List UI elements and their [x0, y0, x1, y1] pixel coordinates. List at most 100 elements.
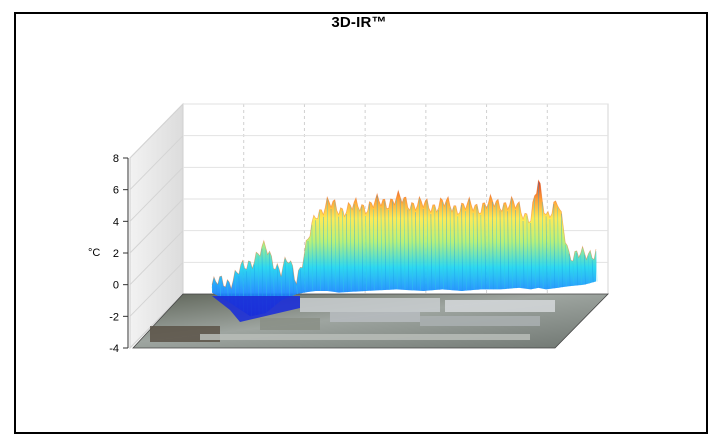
- surface-strand: [426, 200, 429, 291]
- surface-strand: [369, 203, 371, 291]
- surface-strand: [384, 201, 387, 291]
- surface-strand: [561, 213, 563, 288]
- surface-strand: [315, 220, 318, 292]
- surface-strand: [480, 215, 483, 290]
- z-tick-label: 4: [113, 216, 119, 228]
- surface-strand: [415, 212, 417, 291]
- grid-line-wall: [129, 135, 184, 191]
- surface-strand: [468, 199, 471, 291]
- surface-strand: [349, 206, 352, 292]
- surface-strand: [503, 204, 506, 290]
- surface-strand: [557, 207, 559, 288]
- surface-strand: [449, 207, 452, 291]
- surface-strand: [515, 210, 517, 289]
- surface-strand: [307, 241, 310, 293]
- surface-strand: [422, 209, 425, 292]
- surface-strand: [472, 212, 475, 291]
- surface-strand: [299, 269, 302, 294]
- surface-strand: [284, 259, 287, 299]
- z-axis-unit: °C: [88, 247, 100, 259]
- surface-strand: [296, 285, 298, 295]
- z-tick-label: 8: [113, 153, 119, 165]
- surface-strand: [303, 257, 306, 293]
- surface-strand: [346, 214, 348, 293]
- surface-strand: [453, 207, 456, 291]
- surface-strand: [484, 204, 486, 290]
- frame-edge: [708, 12, 718, 438]
- surface-strand: [311, 224, 314, 292]
- surface-strand: [326, 198, 329, 292]
- surface-strand: [392, 201, 394, 290]
- z-tick-label: -2: [109, 311, 119, 323]
- z-axis: -4 -2 0 2 4 6 8 °C: [88, 153, 129, 355]
- grid-line-wall: [129, 230, 184, 286]
- surface-strand: [553, 204, 556, 289]
- surface-strand: [549, 219, 552, 289]
- z-tick-label: 2: [113, 248, 119, 260]
- surface-strand: [388, 210, 390, 290]
- surface-strand: [580, 255, 582, 286]
- surface-underside: [212, 296, 300, 322]
- chart-title: 3D-IR™: [331, 14, 387, 31]
- surface-strand: [518, 203, 521, 288]
- surface-strand: [430, 214, 433, 291]
- surface-strand: [434, 206, 437, 291]
- grid-line-wall: [129, 198, 184, 254]
- surface-strand: [572, 262, 575, 286]
- floor-photo-patch: [445, 300, 555, 312]
- surface-strand: [361, 206, 364, 292]
- surface-strand: [457, 216, 460, 291]
- surface-strand: [591, 260, 594, 283]
- surface-strand: [499, 210, 502, 290]
- surface-strand: [465, 211, 467, 291]
- surface-strand: [215, 283, 218, 295]
- surface-strand: [380, 207, 383, 291]
- surface-strand: [445, 202, 448, 290]
- surface-strand: [507, 211, 510, 289]
- surface-strand: [411, 204, 414, 291]
- surface-strand: [530, 222, 533, 290]
- surface-strand: [372, 209, 375, 291]
- surface-strand: [442, 202, 444, 290]
- floor-photo-patch: [300, 298, 440, 312]
- surface-strand: [353, 204, 356, 292]
- surface-strand: [323, 216, 325, 292]
- surface-strand: [595, 251, 598, 282]
- surface-strand: [365, 215, 367, 292]
- surface-strand: [534, 197, 536, 289]
- surface-strand: [399, 198, 402, 290]
- surface-strand: [491, 202, 494, 290]
- surface-strand: [407, 209, 410, 291]
- surface-strand: [438, 209, 440, 290]
- surface-strand: [288, 265, 291, 298]
- surface-strand: [522, 221, 525, 289]
- surface-strand: [584, 254, 586, 285]
- grid-line-wall: [129, 166, 184, 222]
- surface-strand: [564, 244, 567, 287]
- surface-strand: [403, 199, 406, 290]
- surface-strand: [576, 252, 579, 286]
- surface-strand: [292, 267, 294, 296]
- surface-strand: [538, 182, 540, 288]
- surface-strand: [376, 195, 379, 291]
- surface-strand: [395, 199, 398, 290]
- grid-line-wall: [129, 261, 184, 317]
- surface-strand: [476, 206, 479, 290]
- surface-ridge: [211, 179, 597, 290]
- floor-photo-patch: [200, 334, 530, 340]
- surface-strand: [587, 255, 590, 284]
- floor-photo-patch: [330, 312, 420, 322]
- surface-strand: [541, 201, 544, 289]
- grid-line-wall: [129, 103, 184, 159]
- surface-strand: [330, 209, 333, 292]
- surface-strand: [568, 253, 571, 287]
- surface-strand: [334, 201, 337, 293]
- surface-strand: [488, 204, 490, 290]
- z-tick-label: 6: [113, 185, 119, 197]
- floor-detail: [150, 298, 555, 342]
- z-tick-label: -4: [109, 343, 119, 355]
- floor-photo-patch: [260, 318, 320, 330]
- surface-strand: [545, 216, 548, 290]
- surface-strand: [219, 278, 222, 298]
